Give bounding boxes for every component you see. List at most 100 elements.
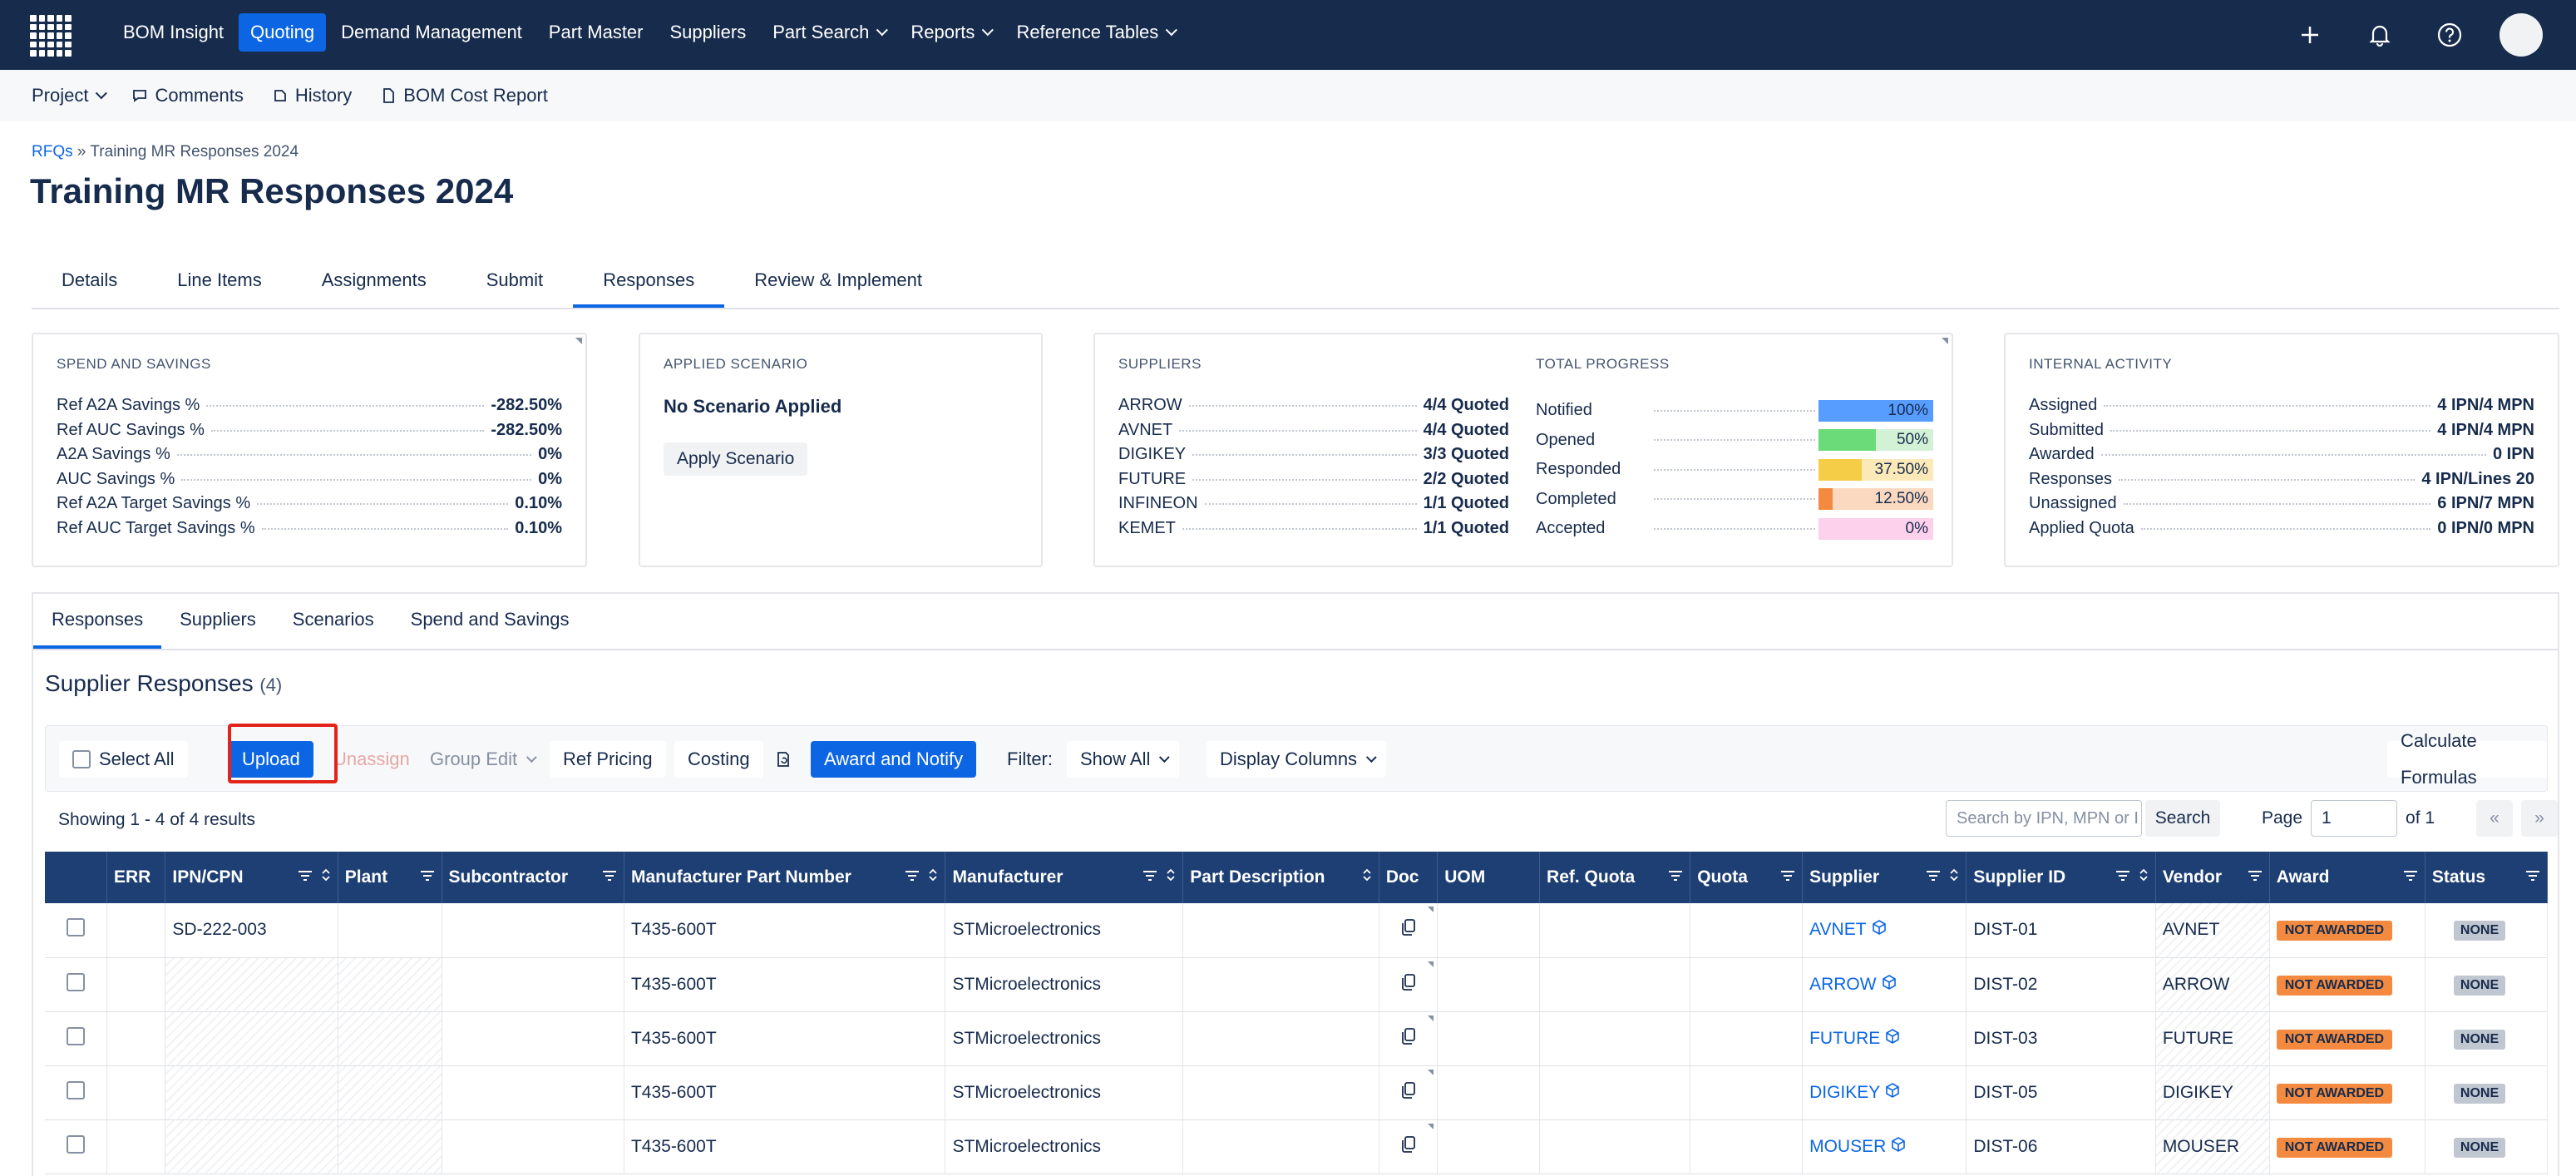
bom-cost-report-link[interactable]: BOM Cost Report [380, 85, 548, 106]
filter-icon[interactable] [2403, 867, 2418, 887]
nav-item-reports[interactable]: Reports [899, 13, 1001, 52]
supplier-link[interactable]: ARROW [1809, 975, 1897, 995]
nav-item-quoting[interactable]: Quoting [239, 13, 327, 52]
column-header-ipn-cpn[interactable]: IPN/CPN [165, 852, 338, 903]
document-copy-icon[interactable] [1400, 1135, 1417, 1158]
search-button[interactable]: Search [2145, 800, 2220, 837]
table-row[interactable]: T435-600T STMicroelectronics FUTURE DIST-03… [45, 1011, 2549, 1066]
column-header-plant[interactable]: Plant [338, 852, 442, 903]
tab-details[interactable]: Details [62, 269, 118, 290]
nav-item-part-master[interactable]: Part Master [537, 13, 655, 52]
column-header-status[interactable]: Status [2425, 852, 2549, 903]
apply-scenario-button[interactable]: Apply Scenario [664, 442, 808, 476]
sort-icon[interactable] [321, 867, 331, 888]
sort-icon[interactable] [1166, 867, 1176, 888]
ref-pricing-button[interactable]: Ref Pricing [550, 741, 666, 778]
card-expand-icon[interactable] [575, 338, 582, 344]
subtab-spend-and-savings[interactable]: Spend and Savings [410, 609, 570, 630]
supplier-link[interactable]: DIGIKEY [1809, 1083, 1900, 1103]
filter-icon[interactable] [1780, 867, 1795, 887]
column-header-award[interactable]: Award [2269, 852, 2425, 903]
filter-icon[interactable] [1926, 867, 1941, 887]
filter-icon[interactable] [1668, 867, 1683, 887]
nav-item-part-search[interactable]: Part Search [761, 13, 896, 52]
breadcrumb-rfqs-link[interactable]: RFQs [32, 143, 73, 161]
card-expand-icon[interactable] [1942, 338, 1948, 344]
row-checkbox[interactable] [66, 1134, 85, 1154]
tab-responses[interactable]: Responses [573, 259, 725, 308]
costing-button[interactable]: Costing [674, 741, 763, 778]
tab-review-implement[interactable]: Review & Implement [754, 269, 923, 290]
sort-icon[interactable] [928, 867, 938, 888]
filter-icon[interactable] [2525, 867, 2540, 887]
nav-item-reference-tables[interactable]: Reference Tables [1004, 13, 1185, 52]
page-input[interactable]: 1 [2311, 800, 2398, 837]
search-input[interactable]: Search by IPN, MPN or I [1946, 800, 2142, 837]
upload-button[interactable]: Upload [229, 741, 313, 778]
column-header-doc[interactable]: Doc [1379, 852, 1439, 903]
history-link[interactable]: History [272, 85, 352, 106]
table-row[interactable]: SD-222-003 T435-600T STMicroelectronics AVN… [45, 903, 2549, 958]
project-menu[interactable]: Project [32, 85, 108, 106]
tab-line-items[interactable]: Line Items [177, 269, 262, 290]
sort-icon[interactable] [1362, 867, 1372, 888]
select-all-checkbox[interactable]: Select All [59, 741, 188, 778]
column-header-quota[interactable]: Quota [1690, 852, 1804, 903]
display-columns-button[interactable]: Display Columns [1207, 741, 1387, 778]
sort-icon[interactable] [2139, 867, 2149, 888]
column-header-vendor[interactable]: Vendor [2155, 852, 2270, 903]
filter-icon[interactable] [420, 867, 435, 887]
document-copy-icon[interactable] [1400, 973, 1417, 996]
nav-item-bom-insight[interactable]: BOM Insight [111, 13, 235, 52]
unassign-button[interactable]: Unassign [333, 749, 410, 769]
column-header-part-description[interactable]: Part Description [1182, 852, 1379, 903]
row-checkbox[interactable] [66, 1080, 85, 1099]
filter-icon[interactable] [905, 867, 920, 887]
row-checkbox[interactable] [66, 918, 85, 937]
calculate-formulas-button[interactable]: Calculate Formulas [2387, 730, 2547, 788]
comments-link[interactable]: Comments [131, 85, 244, 106]
user-avatar[interactable] [2500, 13, 2543, 57]
document-copy-icon[interactable] [1400, 1027, 1417, 1050]
row-checkbox[interactable] [66, 972, 85, 991]
row-checkbox[interactable] [66, 1026, 85, 1045]
table-row[interactable]: T435-600T STMicroelectronics DIGIKEY DIST-0… [45, 1065, 2549, 1120]
column-header-manufacturer-part-number[interactable]: Manufacturer Part Number [624, 852, 946, 903]
subtab-scenarios[interactable]: Scenarios [292, 609, 374, 630]
last-page-button[interactable]: » [2521, 800, 2558, 837]
column-header-supplier-id[interactable]: Supplier ID [1966, 852, 2156, 903]
document-copy-icon[interactable] [1400, 1081, 1417, 1104]
tab-submit[interactable]: Submit [486, 269, 544, 290]
help-icon[interactable] [2430, 15, 2470, 55]
subtab-suppliers[interactable]: Suppliers [180, 609, 256, 630]
filter-icon[interactable] [2248, 867, 2263, 887]
nav-item-suppliers[interactable]: Suppliers [659, 13, 758, 52]
supplier-link[interactable]: MOUSER [1809, 1137, 1906, 1157]
group-edit-button[interactable]: Group Edit [417, 741, 546, 778]
filter-icon[interactable] [1142, 867, 1157, 887]
column-header-uom[interactable]: UOM [1437, 852, 1541, 903]
nav-item-demand-management[interactable]: Demand Management [329, 13, 534, 52]
filter-select[interactable]: Show All [1067, 741, 1180, 778]
column-header-manufacturer[interactable]: Manufacturer [945, 852, 1184, 903]
column-header-err[interactable]: ERR [106, 852, 166, 903]
supplier-link[interactable]: FUTURE [1809, 1029, 1900, 1049]
subtab-responses[interactable]: Responses [33, 594, 162, 649]
app-grid-logo-icon[interactable] [30, 15, 72, 57]
table-row[interactable]: T435-600T STMicroelectronics ARROW DIST-02 A… [45, 957, 2549, 1012]
filter-icon[interactable] [2115, 867, 2130, 887]
sort-icon[interactable] [1949, 867, 1959, 888]
column-header-subcontractor[interactable]: Subcontractor [442, 852, 624, 903]
filter-icon[interactable] [602, 867, 617, 887]
column-header-ref-quota[interactable]: Ref. Quota [1539, 852, 1691, 903]
refresh-icon[interactable] [766, 741, 801, 778]
table-row[interactable]: T435-600T STMicroelectronics MOUSER DIST-06… [45, 1119, 2549, 1174]
tab-assignments[interactable]: Assignments [321, 269, 427, 290]
bell-icon[interactable] [2360, 15, 2400, 55]
plus-icon[interactable] [2290, 15, 2330, 55]
document-copy-icon[interactable] [1400, 919, 1417, 941]
supplier-link[interactable]: AVNET [1809, 920, 1886, 940]
award-and-notify-button[interactable]: Award and Notify [811, 741, 977, 778]
first-page-button[interactable]: « [2476, 800, 2514, 837]
filter-icon[interactable] [298, 867, 313, 887]
